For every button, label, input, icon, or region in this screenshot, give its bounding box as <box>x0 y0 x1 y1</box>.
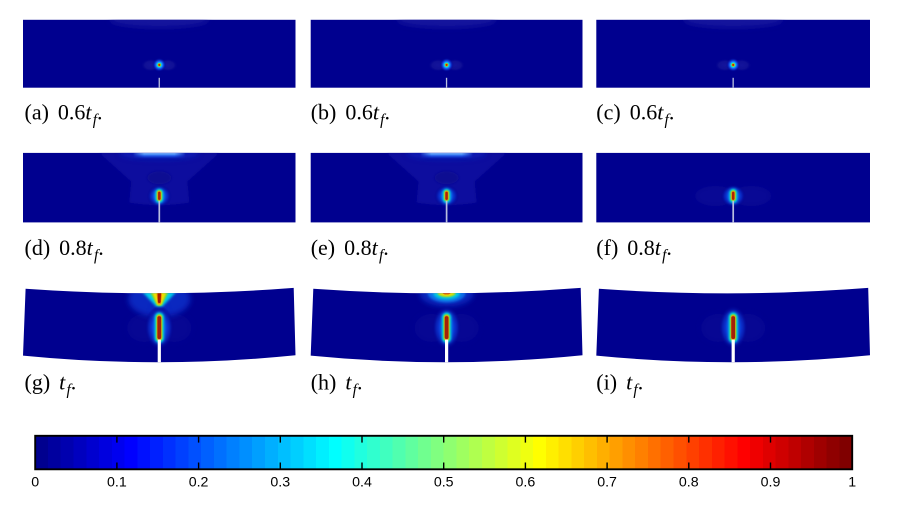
svg-text:0: 0 <box>31 475 39 491</box>
svg-text:(a)0.6tf.: (a) 0.6tf. <box>25 100 103 129</box>
svg-text:1: 1 <box>848 475 856 491</box>
svg-text:0.1: 0.1 <box>107 475 127 491</box>
svg-text:(c)0.6tf.: (c) 0.6tf. <box>596 100 674 129</box>
svg-text:(f)0.8tf.: (f) 0.8tf. <box>596 235 672 264</box>
svg-text:(h)tf.: (h) tf. <box>311 370 363 399</box>
svg-text:0.8: 0.8 <box>679 475 699 491</box>
svg-text:0.6: 0.6 <box>516 475 536 491</box>
svg-text:0.2: 0.2 <box>189 475 209 491</box>
svg-text:(i)tf.: (i) tf. <box>596 370 643 399</box>
svg-text:(g)tf.: (g) tf. <box>25 370 77 399</box>
svg-text:0.3: 0.3 <box>270 475 290 491</box>
svg-text:(e)0.8tf.: (e) 0.8tf. <box>311 235 389 264</box>
svg-text:0.4: 0.4 <box>352 475 372 491</box>
svg-text:0.9: 0.9 <box>761 475 781 491</box>
svg-text:0.7: 0.7 <box>597 475 617 491</box>
svg-text:0.5: 0.5 <box>434 475 454 491</box>
svg-text:(b)0.6tf.: (b) 0.6tf. <box>311 100 390 129</box>
svg-text:(d)0.8tf.: (d) 0.8tf. <box>25 235 104 264</box>
